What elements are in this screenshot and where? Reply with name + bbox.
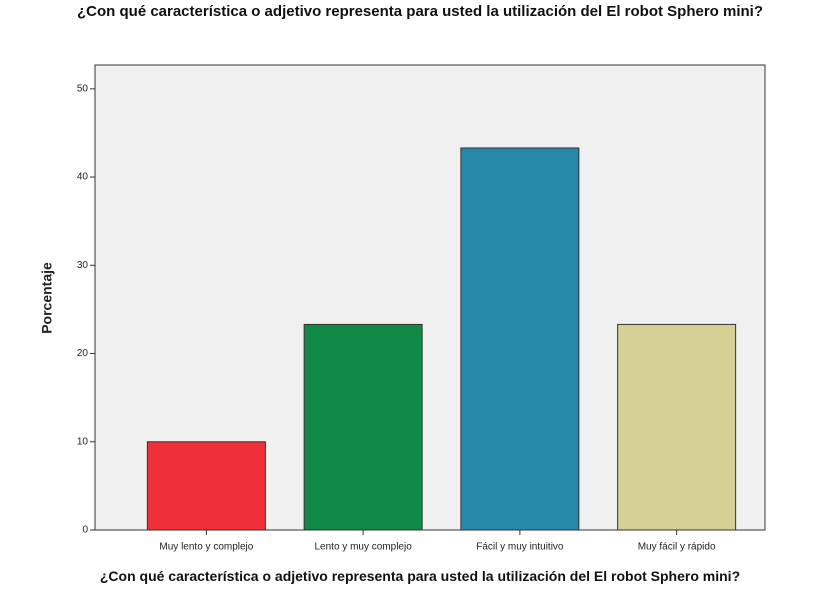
x-axis-label: ¿Con qué característica o adjetivo repre…: [99, 568, 741, 584]
y-tick-label: 0: [82, 525, 88, 536]
bar: [460, 147, 580, 531]
y-axis-label: Porcentaje: [39, 262, 55, 334]
y-tick-label: 40: [77, 172, 89, 183]
x-tick-label: Muy lento y complejo: [159, 542, 253, 553]
y-tick-label: 50: [77, 83, 89, 94]
x-tick-label: Lento y muy complejo: [314, 542, 412, 553]
x-tick-label: Fácil y muy intuitivo: [476, 542, 564, 553]
y-tick-label: 10: [77, 436, 89, 447]
x-tick-label: Muy fácil y rápido: [638, 542, 716, 553]
bar: [146, 441, 266, 531]
bar: [303, 323, 423, 531]
chart-title: ¿Con qué característica o adjetivo repre…: [77, 3, 763, 20]
chart: Porcentaje 0 10 20 30 40 50 Muy lento y comple…: [39, 64, 766, 553]
y-tick-label: 20: [77, 348, 89, 359]
y-tick-label: 30: [77, 260, 89, 271]
bar: [617, 323, 737, 531]
